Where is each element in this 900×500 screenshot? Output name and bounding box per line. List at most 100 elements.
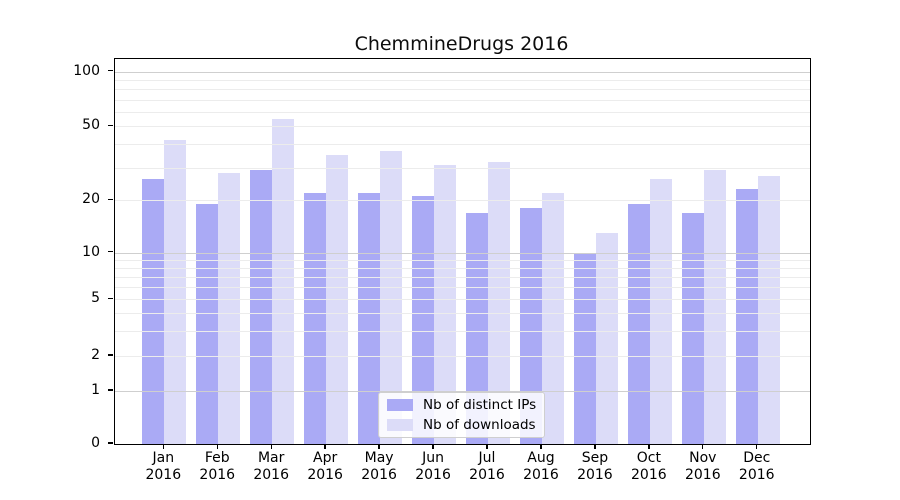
y-tick-label-5: 5 [91,290,100,307]
gridline-7 [115,276,810,278]
x-tick-month: Oct [636,450,661,466]
legend-row-downloads: Nb of downloads [387,417,536,433]
gridline-70 [115,99,810,101]
y-tick-label-20: 20 [82,191,100,208]
x-tick-year: 2016 [199,467,236,483]
x-tick-mark-oct [648,444,650,450]
x-tick-label-mar: Mar 2016 [239,450,303,484]
gridline-9 [115,259,810,261]
x-tick-label-jan: Jan 2016 [131,450,195,484]
y-tick-mark-5 [107,297,113,299]
x-tick-label-dec: Dec 2016 [725,450,789,484]
bar-ips-may [358,192,381,444]
y-tick-label-100: 100 [73,62,100,79]
x-tick-label-apr: Apr 2016 [293,450,357,484]
gridline-30 [115,167,810,169]
gridline-90 [115,79,810,81]
x-tick-mark-sep [594,444,596,450]
x-tick-month: Aug [527,450,555,466]
x-tick-year: 2016 [415,467,451,483]
bar-ips-nov [681,212,704,444]
x-tick-label-jun: Jun 2016 [401,450,465,484]
x-tick-year: 2016 [253,467,289,483]
bar-ips-aug [519,208,542,444]
gridline-20 [115,200,810,202]
gridline-2 [115,356,810,357]
x-tick-year: 2016 [577,467,613,483]
y-tick-label-50: 50 [82,117,100,134]
gridline-100 [115,71,810,73]
x-tick-month: Jan [152,450,175,466]
x-tick-label-sep: Sep 2016 [563,450,627,484]
bar-downloads-sep [595,232,618,444]
gridline-3 [115,330,810,332]
bar-downloads-aug [541,192,564,444]
x-tick-month: Feb [204,450,230,466]
bar-ips-jun [412,196,435,444]
bar-ips-jul [466,212,488,444]
x-tick-year: 2016 [631,467,667,483]
x-tick-mark-jul [486,444,488,450]
x-tick-mark-mar [270,444,272,450]
x-tick-mark-dec [756,444,758,450]
legend-label-downloads: Nb of downloads [423,417,536,433]
legend-swatch-downloads [387,419,413,431]
gridline-50 [115,126,810,128]
y-tick-mark-1 [107,389,113,391]
gridline-10 [115,252,810,254]
bar-downloads-nov [703,170,726,444]
x-tick-label-may: May 2016 [347,450,411,484]
x-tick-mark-feb [216,444,218,450]
x-tick-year: 2016 [361,467,397,483]
bar-ips-jan [142,179,165,444]
x-tick-mark-jun [432,444,434,450]
bar-downloads-oct [649,179,672,444]
x-tick-year: 2016 [523,467,559,483]
y-tick-label-1: 1 [91,382,100,398]
x-tick-label-nov: Nov 2016 [671,450,735,484]
gridline-8 [115,267,810,269]
gridline-80 [115,89,810,91]
bar-downloads-jun [434,164,457,444]
x-tick-year: 2016 [145,467,182,483]
gridline-6 [115,287,810,289]
bar-ips-dec [735,189,758,444]
y-tick-mark-100 [107,70,113,72]
bar-downloads-dec [757,176,780,444]
legend-row-distinct-ips: Nb of distinct IPs [387,397,536,413]
plot-area [114,58,811,445]
x-tick-month: Nov [689,450,717,466]
x-tick-month: Dec [743,450,771,466]
bar-ips-mar [250,170,273,444]
bar-ips-oct [627,204,650,444]
x-tick-label-aug: Aug 2016 [509,450,573,484]
x-tick-month: Jun [422,450,444,466]
x-tick-label-jul: Jul 2016 [455,450,519,484]
gridline-60 [115,111,810,113]
x-tick-month: Mar [257,450,285,466]
gridline-40 [115,144,810,146]
y-tick-label-2: 2 [91,347,100,363]
legend-label-distinct-ips: Nb of distinct IPs [423,397,537,413]
x-tick-month: May [364,450,394,466]
x-tick-year: 2016 [307,467,343,483]
x-tick-year: 2016 [684,467,721,483]
y-tick-label-10: 10 [82,243,100,260]
gridline-1 [115,391,810,392]
x-tick-year: 2016 [738,467,775,483]
gridline-5 [115,299,810,301]
x-tick-month: Apr [313,450,338,466]
y-tick-mark-50 [107,124,113,126]
bar-ips-apr [304,192,327,444]
bar-downloads-feb [218,173,241,444]
x-tick-label-oct: Oct 2016 [617,450,681,484]
y-tick-label-0: 0 [91,435,100,451]
legend-swatch-distinct-ips [387,399,413,411]
x-tick-month: Sep [581,450,609,466]
x-tick-year: 2016 [469,467,505,483]
x-tick-mark-apr [324,444,326,450]
y-tick-mark-0 [107,442,113,444]
gridline-4 [115,313,810,315]
y-tick-mark-20 [107,198,113,200]
